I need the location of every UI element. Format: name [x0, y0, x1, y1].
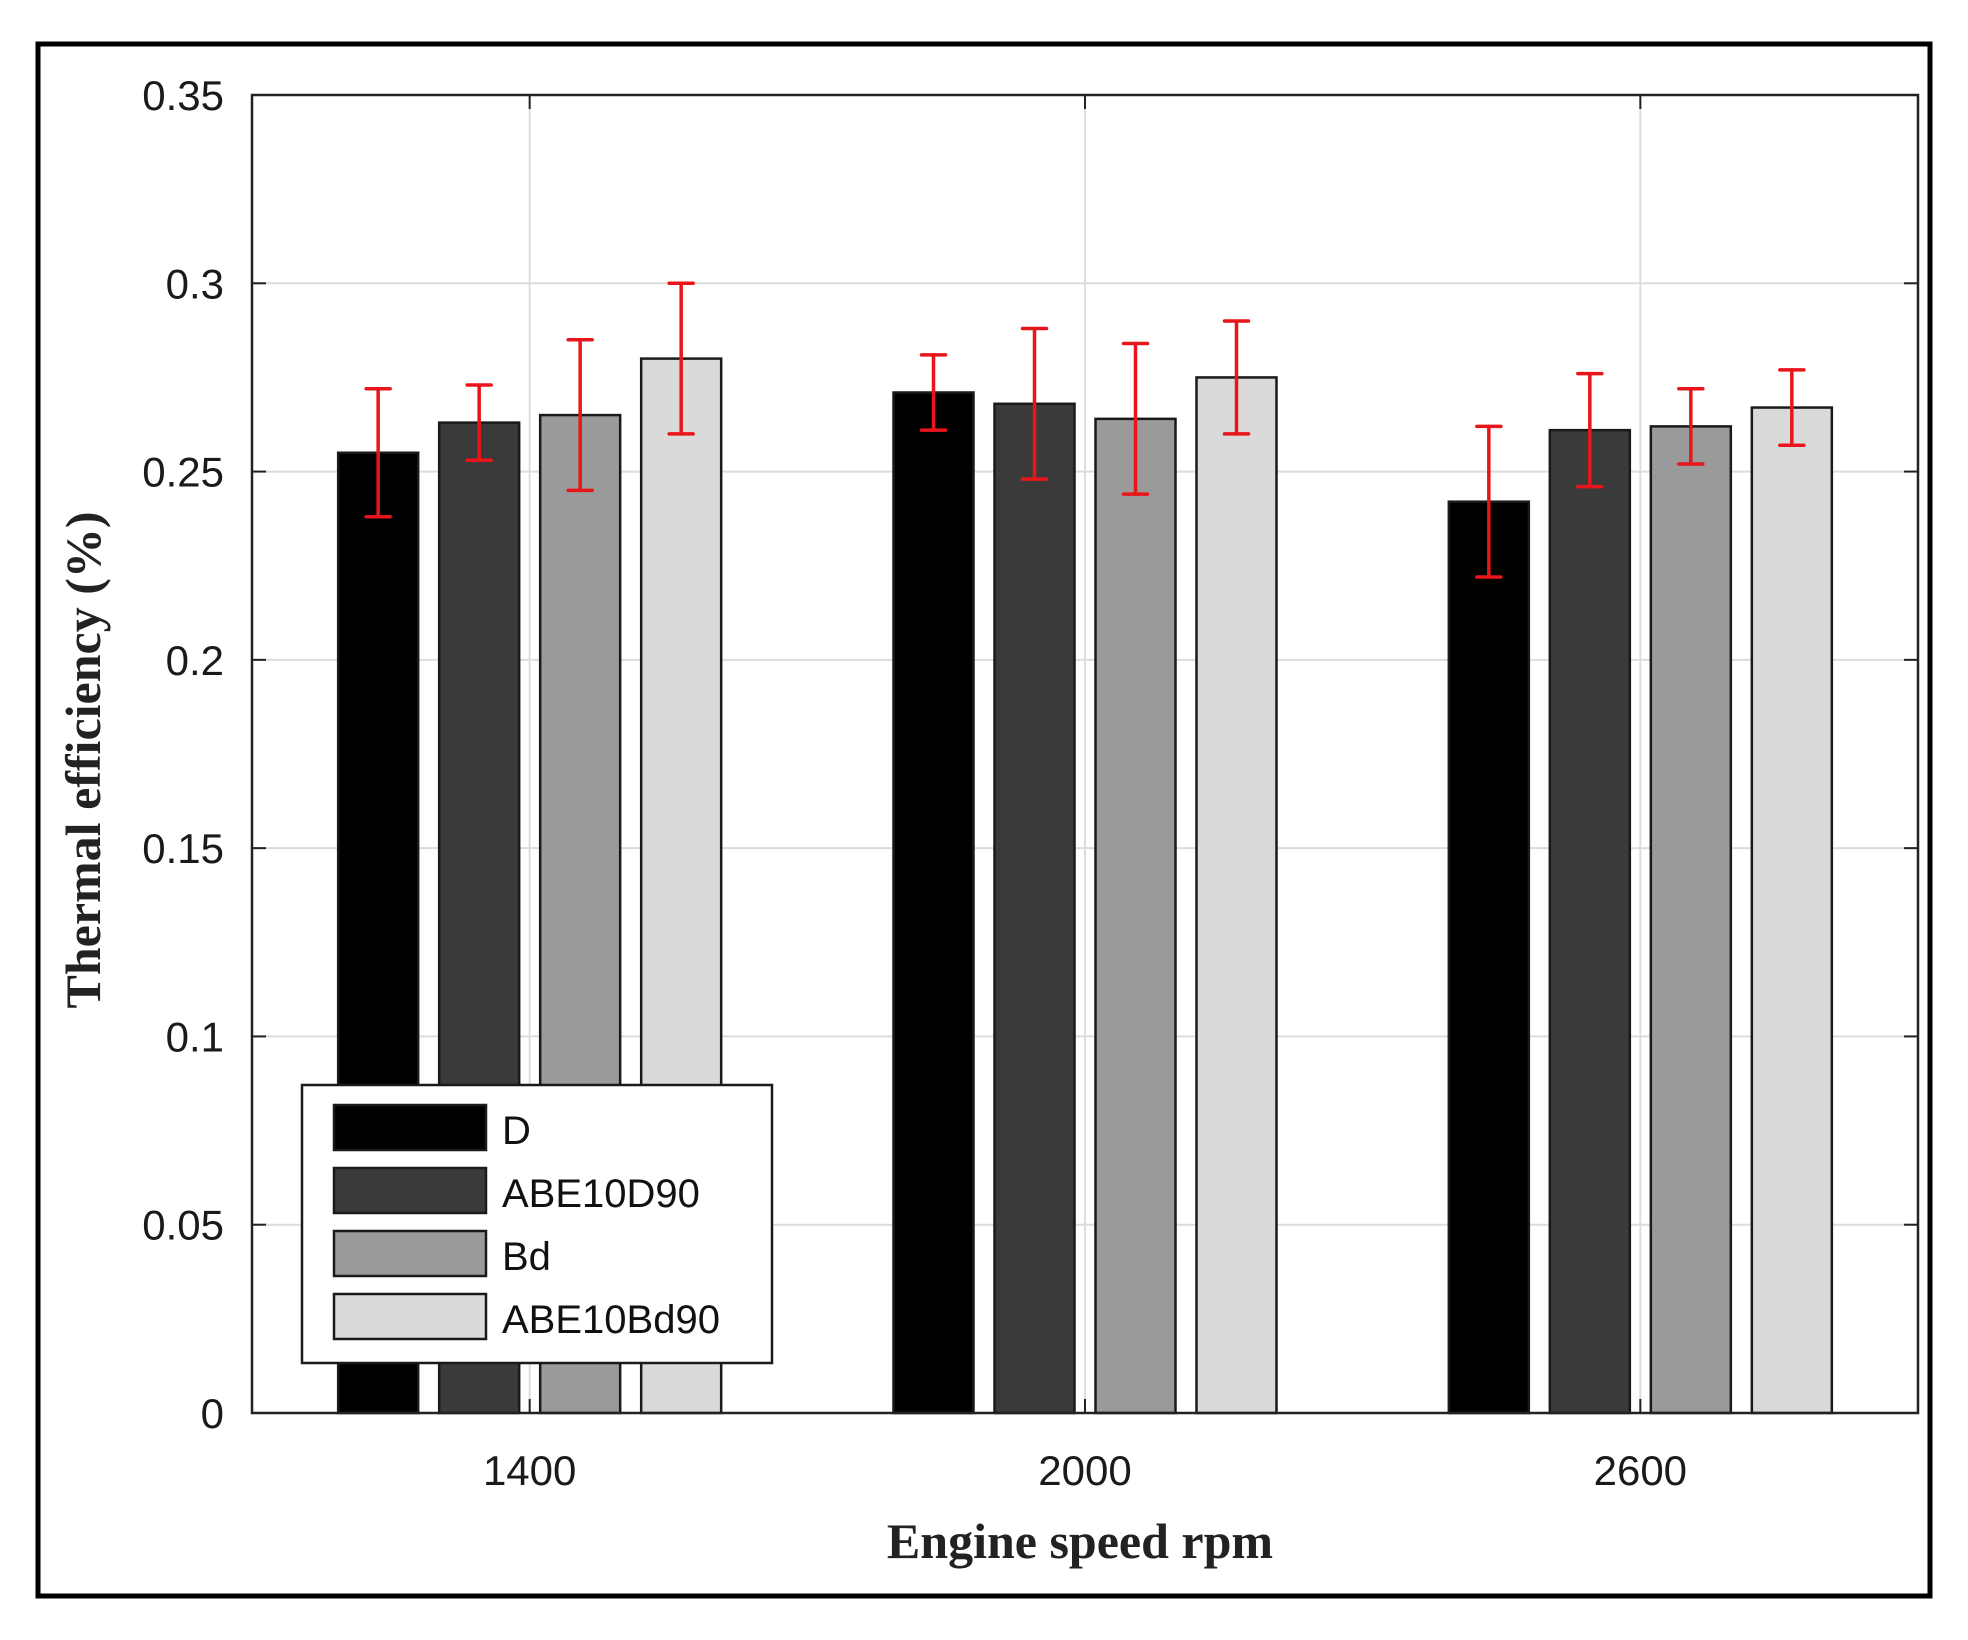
bars [336, 357, 1834, 1415]
axes [250, 93, 1920, 1415]
legend-swatch [332, 1229, 488, 1278]
x-tick-label: 2600 [1594, 1447, 1687, 1494]
legend-swatch [332, 1292, 488, 1341]
bar-ABE10Bd90-2000 [1195, 376, 1278, 1415]
y-tick-label: 0 [201, 1390, 224, 1437]
tick-labels: 0 0.05 0.1 0.15 0.2 0.25 0.3 0.35 1400 2000 2600 [142, 72, 1687, 1494]
error-bar-ABE10D90-2600 [1576, 371, 1604, 489]
error-bar-ABE10Bd90-1400 [667, 281, 695, 436]
legend-item-ABE10Bd90: ABE10Bd90 [332, 1292, 720, 1342]
legend-label: Bd [502, 1235, 551, 1279]
bar-D-2600 [1447, 500, 1531, 1415]
bar-ABE10D90-2600 [1548, 428, 1632, 1415]
bar-Bd-2000 [1094, 417, 1177, 1415]
legend-swatch [332, 1103, 488, 1152]
y-tick-label: 0.2 [166, 637, 224, 684]
x-axis-title: Engine speed rpm [887, 1513, 1273, 1569]
x-tick-label: 1400 [483, 1447, 576, 1494]
error-bar-Bd-2000 [1121, 341, 1150, 496]
y-tick-label: 0.3 [166, 260, 224, 307]
legend-swatch [332, 1166, 488, 1215]
y-tick-label: 0.05 [142, 1202, 224, 1249]
bar-D-2000 [892, 391, 975, 1415]
y-tick-label: 0.35 [142, 72, 224, 119]
error-bars [364, 281, 1806, 579]
error-bar-ABE10Bd90-2600 [1778, 368, 1806, 447]
legend: D ABE10D90 Bd ABE10Bd90 [300, 1083, 774, 1365]
error-bar-D-2600 [1475, 424, 1503, 579]
legend-item-Bd: Bd [332, 1229, 551, 1279]
error-bar-Bd-2600 [1677, 386, 1705, 466]
error-bar-Bd-1400 [566, 338, 594, 493]
error-bar-ABE10D90-1400 [465, 383, 493, 463]
legend-label: D [502, 1109, 531, 1153]
bar-Bd-2600 [1649, 425, 1733, 1415]
error-bar-ABE10D90-2000 [1020, 326, 1049, 481]
y-tick-label: 0.1 [166, 1013, 224, 1060]
y-tick-label: 0.15 [142, 825, 224, 872]
legend-item-D: D [332, 1103, 531, 1153]
error-bar-ABE10Bd90-2000 [1222, 319, 1251, 436]
plot-frame [250, 93, 1920, 1415]
x-tick-label: 2000 [1038, 1447, 1131, 1494]
bar-ABE10Bd90-2600 [1750, 406, 1834, 1415]
error-bar-D-2000 [919, 353, 948, 432]
bar-ABE10D90-2000 [993, 402, 1076, 1415]
legend-item-ABE10D90: ABE10D90 [332, 1166, 700, 1216]
legend-label: ABE10Bd90 [502, 1298, 720, 1342]
legend-label: ABE10D90 [502, 1172, 700, 1216]
y-axis-title: Thermal efficiency (%) [55, 511, 111, 1008]
y-tick-label: 0.25 [142, 449, 224, 496]
error-bar-D-1400 [364, 386, 392, 519]
